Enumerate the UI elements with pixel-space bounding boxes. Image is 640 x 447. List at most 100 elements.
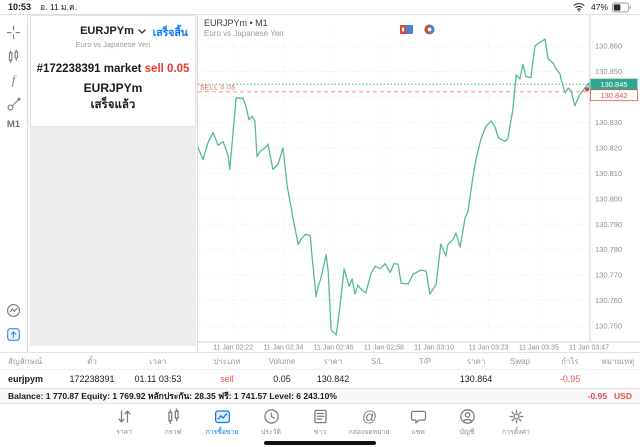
indicators-icon: f <box>6 73 21 88</box>
tab-mailbox[interactable]: @ กล่องจดหมาย <box>345 408 394 440</box>
battery-icon <box>612 2 632 13</box>
svg-text:130.770: 130.770 <box>595 271 622 280</box>
column-header: Volume <box>268 356 296 366</box>
candlestick-icon <box>165 408 182 425</box>
cell-value: 130.842 <box>316 374 350 384</box>
svg-text:11 Jan 02:22: 11 Jan 02:22 <box>213 345 253 352</box>
column-header: S/L <box>370 356 383 366</box>
crosshair-button[interactable] <box>3 21 25 43</box>
wifi-icon <box>573 2 585 12</box>
svg-text:130.800: 130.800 <box>595 194 622 203</box>
account-icon <box>459 408 476 425</box>
tab-charts[interactable]: กราฟ <box>149 408 198 440</box>
chart-flag-icon-1[interactable] <box>400 25 413 34</box>
column-header: หมายเหตุ <box>601 356 635 366</box>
svg-text:130.810: 130.810 <box>595 169 622 178</box>
column-header: ประเภท <box>213 356 241 366</box>
indicators-button[interactable]: f <box>3 69 25 91</box>
order-card-header: EURJPYm Euro vs Japanese Yen เสร็จสิ้น <box>31 16 195 49</box>
price-chart-canvas[interactable]: 130.860130.850130.840130.830130.820130.8… <box>198 15 640 353</box>
tab-trade[interactable]: การซื้อขาย <box>198 408 247 440</box>
tab-quotes[interactable]: ราคา <box>100 408 149 440</box>
svg-text:11 Jan 03:23: 11 Jan 03:23 <box>469 345 509 352</box>
tab-settings[interactable]: การตั้งค่า <box>492 408 541 440</box>
mailbox-icon: @ <box>361 408 378 425</box>
objects-button[interactable] <box>3 93 25 115</box>
order-id-text: #172238391 market <box>36 63 145 75</box>
done-button[interactable]: เสร็จสิ้น <box>152 27 188 39</box>
chart-panel: EURJPYm • M1 Euro vs Japanese Yen 130.86… <box>198 15 640 353</box>
order-panel-empty-area <box>30 127 196 346</box>
cell-value: -0.95 <box>559 374 581 384</box>
cell-value: 01.11 03:53 <box>134 374 182 384</box>
tab-news[interactable]: ข่าว <box>296 408 345 440</box>
settings-gear-icon <box>508 408 525 425</box>
trading-stats-button[interactable] <box>3 299 25 321</box>
history-clock-icon <box>263 408 280 425</box>
svg-text:130.845: 130.845 <box>600 80 627 89</box>
clock-time: 10:53 <box>8 2 32 12</box>
svg-text:130.830: 130.830 <box>595 118 622 127</box>
svg-text:11 Jan 02:46: 11 Jan 02:46 <box>314 345 354 352</box>
chart-flags <box>400 24 435 35</box>
svg-text:11 Jan 03:35: 11 Jan 03:35 <box>519 345 559 352</box>
tab-label: แชท <box>411 429 425 436</box>
news-icon <box>312 408 329 425</box>
symbol-description: Euro vs Japanese Yen <box>75 40 151 49</box>
cell-value: sell <box>220 374 234 384</box>
chart-toolbar: f M1 <box>0 15 28 353</box>
timeframe-button[interactable]: M1 <box>6 119 21 130</box>
new-order-button[interactable] <box>3 323 25 345</box>
profit-currency: USD <box>614 391 632 401</box>
column-header: สัญลักษณ์ <box>8 356 43 366</box>
clock-date: อ. 11 ม.ค. <box>40 2 78 12</box>
cell-value: eurjpym <box>8 374 44 384</box>
order-result-card: EURJPYm Euro vs Japanese Yen เสร็จสิ้น #… <box>30 15 196 127</box>
positions-table: สัญลักษณ์ ตั๋ว เวลา ประเภท Volume ราคา S/L T/P ร… <box>0 352 640 388</box>
tab-label: กราฟ <box>164 429 182 436</box>
chart-flag-icon-2[interactable] <box>424 24 435 35</box>
svg-text:130.842: 130.842 <box>600 91 627 100</box>
cell-value: 172238391 <box>69 374 115 384</box>
order-action-text: sell 0.05 <box>144 63 190 75</box>
candlestick-icon <box>6 48 21 64</box>
svg-text:@: @ <box>361 410 376 425</box>
floating-profit: -0.95 USD <box>588 391 632 401</box>
chart-title: EURJPYm • M1 <box>204 18 268 28</box>
tab-chat[interactable]: แชท <box>394 408 443 440</box>
svg-text:130.760: 130.760 <box>595 296 622 305</box>
svg-text:130.750: 130.750 <box>595 322 622 331</box>
svg-text:130.860: 130.860 <box>595 42 622 51</box>
account-summary-bar: Balance: 1 770.87 Equity: 1 769.92 หลักป… <box>0 388 640 404</box>
symbol-dropdown[interactable]: EURJPYm <box>80 25 146 37</box>
arrows-updown-icon <box>116 408 133 425</box>
order-line: #172238391 market sell 0.05 <box>31 61 195 79</box>
order-panel: EURJPYm Euro vs Japanese Yen เสร็จสิ้น #… <box>28 15 198 353</box>
main-area: f M1 EURJPYm Euro vs Japanese Yen เสร็จส… <box>0 14 640 353</box>
bottom-tab-bar: ราคา กราฟ การซื้อขาย ประวัติ ข่าว @ กล่อง… <box>0 404 640 440</box>
account-summary-text: Balance: 1 770.87 Equity: 1 769.92 หลักป… <box>8 391 337 401</box>
tab-label: การซื้อขาย <box>205 429 239 436</box>
status-bar: 10:53 อ. 11 ม.ค. 47% <box>0 0 640 14</box>
order-symbol-text: EURJPYm <box>83 80 143 95</box>
svg-text:11 Jan 03:10: 11 Jan 03:10 <box>414 345 454 352</box>
profit-value: -0.95 <box>587 391 608 401</box>
svg-text:130.850: 130.850 <box>595 67 622 76</box>
position-row[interactable]: eurjpym 172238391 01.11 03:53 sell 0.05 130.8… <box>0 369 640 388</box>
chart-type-button[interactable] <box>3 45 25 67</box>
tab-label: ข่าว <box>313 429 327 436</box>
column-header: T/P <box>418 356 432 366</box>
column-header: กำไร <box>561 356 579 366</box>
tab-label: การตั้งค่า <box>502 429 530 436</box>
home-indicator[interactable] <box>264 441 376 445</box>
cell-value: 0.05 <box>273 374 291 384</box>
tab-label: กล่องจดหมาย <box>348 429 390 436</box>
column-header: Swap <box>509 356 530 366</box>
column-header: เวลา <box>149 356 167 366</box>
order-result-text: #172238391 market sell 0.05 EURJPYm เสร็… <box>31 61 195 115</box>
tab-label: ราคา <box>116 429 132 436</box>
tab-history[interactable]: ประวัติ <box>247 408 296 440</box>
tab-accounts[interactable]: บัญชี <box>443 408 492 440</box>
column-header: ตั๋ว <box>87 356 97 366</box>
